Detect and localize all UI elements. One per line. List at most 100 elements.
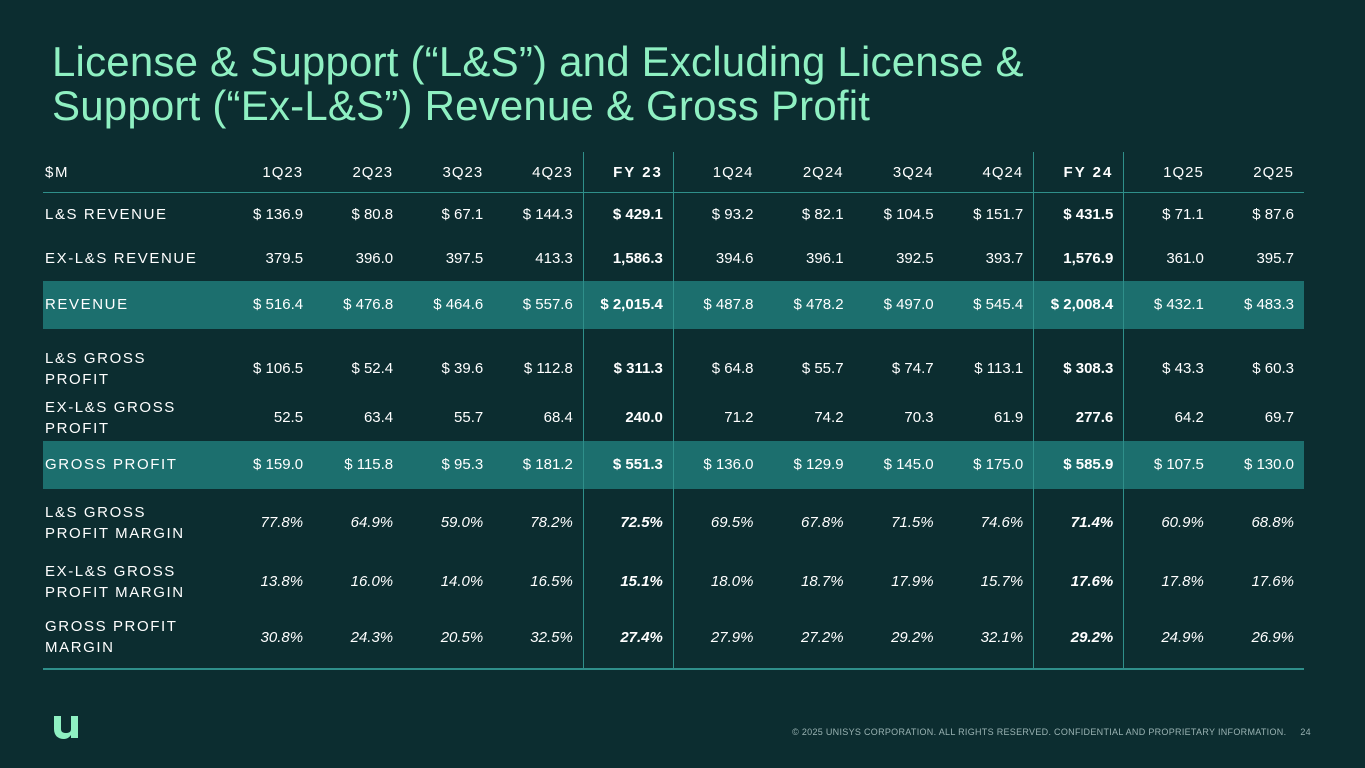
header-cell-fy: FY 23 [582, 152, 674, 193]
fy-value-cell: $ 311.3 [582, 328, 674, 395]
value-cell: $ 52.4 [351, 360, 394, 377]
value-cell: $ 43.3 [1162, 360, 1204, 377]
value-cell: $ 181.2 [493, 440, 584, 489]
value-cell: $ 82.1 [801, 206, 844, 224]
value-cell: $ 39.6 [441, 360, 484, 377]
value-cell: 361.0 [1166, 250, 1204, 267]
fy-value-cell: 29.2% [1033, 606, 1125, 670]
header-cell: 1Q23 [223, 152, 314, 193]
header-cell: 3Q23 [403, 152, 494, 193]
row-label: GROSS PROFIT [43, 440, 223, 489]
value-cell: 20.5% [403, 606, 494, 670]
header-cell: 2Q25 [1213, 152, 1304, 193]
value-cell: $ 464.6 [403, 280, 494, 329]
value-cell: $ 74.7 [891, 360, 934, 377]
header-cell: 1Q25 [1123, 152, 1214, 193]
value-cell: 392.5 [896, 250, 934, 267]
table-row: GROSS PROFIT $ 159.0 $ 115.8 $ 95.3 $ 181.2 $… [43, 440, 1304, 489]
value-cell: $ 145.0 [853, 440, 944, 489]
value-cell: 59.0% [440, 514, 484, 531]
value-cell: 60.9% [1161, 514, 1204, 531]
row-label: L&S REVENUE [45, 206, 168, 224]
row-label: GROSS PROFIT MARGIN [43, 606, 223, 670]
value-cell: $ 516.4 [223, 280, 314, 329]
value-cell: 16.5% [530, 573, 573, 590]
value-cell: 71.2 [724, 409, 754, 426]
value-cell: 16.0% [350, 573, 394, 590]
value-cell: $ 497.0 [853, 280, 944, 329]
value-cell: 17.8% [1161, 573, 1204, 590]
fy-value-cell: $ 308.3 [1033, 328, 1125, 395]
value-cell: $ 60.3 [1252, 360, 1294, 377]
row-label: REVENUE [43, 280, 223, 329]
header-cell: 4Q23 [493, 152, 584, 193]
page-number: 24 [1300, 727, 1311, 737]
value-cell: 379.5 [265, 250, 304, 267]
value-cell: 18.0% [710, 573, 754, 590]
header-cell: 3Q24 [853, 152, 944, 193]
value-cell: 395.7 [1256, 250, 1294, 267]
unisys-logo-icon [54, 716, 78, 739]
value-cell: $ 144.3 [522, 206, 573, 224]
fy-value-cell: 15.1% [582, 556, 674, 607]
table-row: L&S REVENUE $ 136.9 $ 80.8 $ 67.1 $ 144.3 $ 4… [43, 192, 1304, 237]
value-cell: 64.9% [350, 514, 394, 531]
table-row: EX-L&S REVENUE 379.5 396.0 397.5 413.3 1,586.… [43, 236, 1304, 281]
fy-value-cell: 240.0 [582, 394, 674, 441]
title-line-1: License & Support (“L&S”) and Excluding … [52, 38, 1024, 85]
table-row: GROSS PROFIT MARGIN 30.8% 24.3% 20.5% 32.5% 2… [43, 606, 1304, 670]
value-cell: 397.5 [445, 250, 484, 267]
value-cell: $ 95.3 [403, 440, 494, 489]
header-cell-fy: FY 24 [1033, 152, 1125, 193]
row-label: EX-L&S REVENUE [45, 250, 198, 267]
value-cell: 71.5% [891, 514, 934, 531]
value-cell: 24.3% [313, 606, 404, 670]
fy-value-cell: $ 429.1 [582, 192, 674, 237]
fy-value-cell: $ 585.9 [1033, 440, 1125, 489]
value-cell: 27.9% [673, 606, 764, 670]
value-cell: 15.7% [980, 573, 1024, 590]
table-row: EX-L&S GROSS PROFIT MARGIN 13.8% 16.0% 14.0… [43, 556, 1304, 607]
value-cell: 393.7 [985, 250, 1024, 267]
fy-value-cell: 71.4% [1033, 488, 1125, 557]
fy-value-cell: $ 2,008.4 [1033, 280, 1125, 329]
value-cell: 394.6 [715, 250, 754, 267]
value-cell: 17.6% [1251, 573, 1294, 590]
title-line-2: Support (“Ex-L&S”) Revenue & Gross Profi… [52, 82, 871, 129]
value-cell: $ 113.1 [974, 360, 1024, 377]
value-cell: 55.7 [454, 409, 484, 426]
row-label: L&S GROSS PROFIT [45, 349, 147, 388]
value-cell: 69.7 [1264, 409, 1294, 426]
table-row: REVENUE $ 516.4 $ 476.8 $ 464.6 $ 557.6 $ 2,0… [43, 280, 1304, 329]
value-cell: 52.5 [273, 409, 304, 426]
value-cell: $ 476.8 [313, 280, 404, 329]
value-cell: 61.9 [994, 409, 1024, 426]
value-cell: 29.2% [853, 606, 944, 670]
value-cell: $ 545.4 [943, 280, 1034, 329]
value-cell: $ 487.8 [673, 280, 764, 329]
value-cell: 413.3 [535, 250, 573, 267]
fy-value-cell: 17.6% [1033, 556, 1125, 607]
page-title: License & Support (“L&S”) and Excluding … [52, 40, 1252, 128]
value-cell: $ 175.0 [943, 440, 1034, 489]
value-cell: 14.0% [440, 573, 484, 590]
fy-value-cell: 27.4% [582, 606, 674, 670]
header-cell: 2Q23 [313, 152, 404, 193]
value-cell: $ 432.1 [1123, 280, 1214, 329]
value-cell: $ 93.2 [711, 206, 754, 224]
value-cell: 32.1% [943, 606, 1034, 670]
value-cell: $ 87.6 [1252, 206, 1294, 224]
fy-value-cell: $ 431.5 [1033, 192, 1125, 237]
fy-value-cell: $ 551.3 [582, 440, 674, 489]
value-cell: $ 106.5 [253, 360, 304, 377]
value-cell: $ 112.8 [523, 360, 573, 377]
value-cell: $ 115.8 [313, 440, 404, 489]
table-header-row: $M 1Q23 2Q23 3Q23 4Q23 FY 23 1Q24 2Q24 3… [43, 152, 1304, 193]
header-cell: 2Q24 [763, 152, 854, 193]
header-cell: $M [43, 152, 223, 193]
row-label: EX-L&S GROSS PROFIT MARGIN [45, 562, 185, 601]
value-cell: 69.5% [710, 514, 754, 531]
financial-table: $M 1Q23 2Q23 3Q23 4Q23 FY 23 1Q24 2Q24 3… [43, 152, 1304, 670]
value-cell: $ 67.1 [441, 206, 484, 224]
value-cell: 68.4 [543, 409, 573, 426]
